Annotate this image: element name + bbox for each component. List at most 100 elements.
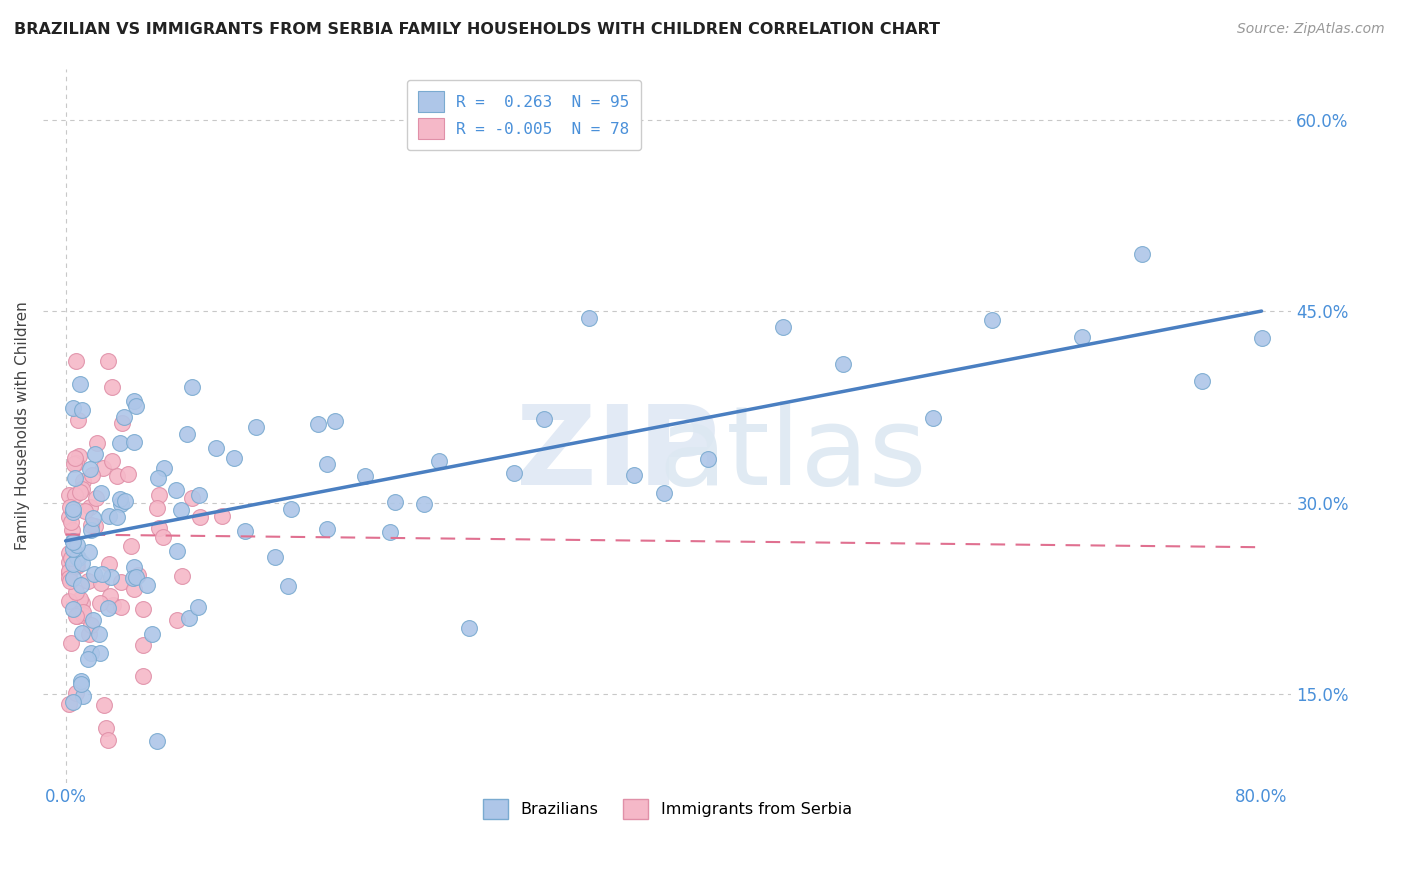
Point [458, 621, 481, 635]
Point [66, 550, 89, 565]
Point [59, 574, 82, 588]
Point [117, 467, 139, 482]
Point [72, 474, 94, 488]
Point [97, 601, 120, 615]
Point [222, 450, 245, 465]
Point [58, 594, 80, 608]
Point [135, 578, 157, 592]
Point [65, 558, 87, 573]
Point [98, 509, 121, 524]
Point [82, 613, 104, 627]
Point [84, 447, 107, 461]
Point [110, 435, 132, 450]
Point [152, 530, 174, 544]
Point [62, 541, 84, 556]
Point [62, 695, 84, 709]
Point [91, 460, 114, 475]
Point [122, 582, 145, 596]
Point [72, 608, 94, 623]
Point [146, 733, 169, 747]
Point [108, 492, 131, 507]
Point [83, 566, 105, 581]
Point [72, 689, 94, 703]
Point [97, 558, 120, 572]
Point [70, 403, 93, 417]
Point [90, 576, 112, 591]
Point [72, 626, 94, 640]
Point [503, 466, 526, 480]
Point [62, 502, 84, 516]
Point [86, 436, 108, 450]
Point [58, 555, 80, 569]
Point [79, 500, 101, 514]
Point [233, 524, 256, 539]
Point [981, 313, 1004, 327]
Point [58, 571, 80, 585]
Point [97, 733, 120, 747]
Point [72, 605, 94, 619]
Y-axis label: Family Households with Children: Family Households with Children [15, 301, 30, 550]
Point [69, 485, 91, 500]
Point [427, 454, 450, 468]
Point [1071, 330, 1094, 344]
Point [82, 467, 104, 482]
Point [105, 469, 128, 483]
Point [91, 566, 114, 581]
Point [132, 638, 155, 652]
Point [120, 539, 142, 553]
Point [772, 320, 794, 334]
Point [89, 596, 111, 610]
Point [114, 494, 136, 508]
Point [65, 585, 87, 599]
Point [62, 602, 84, 616]
Point [578, 310, 600, 325]
Point [181, 380, 204, 394]
Point [124, 570, 146, 584]
Point [60, 515, 83, 529]
Point [205, 442, 228, 456]
Point [146, 501, 169, 516]
Point [58, 566, 80, 580]
Point [111, 416, 134, 430]
Point [186, 600, 208, 615]
Point [100, 570, 122, 584]
Point [97, 353, 120, 368]
Point [62, 571, 84, 585]
Point [65, 353, 87, 368]
Point [264, 549, 287, 564]
Point [652, 486, 675, 500]
Point [124, 559, 146, 574]
Point [62, 535, 84, 549]
Point [125, 399, 148, 413]
Point [62, 401, 84, 416]
Point [1250, 331, 1272, 345]
Point [80, 618, 103, 632]
Point [60, 551, 83, 566]
Point [170, 568, 193, 582]
Point [1191, 374, 1213, 388]
Point [277, 579, 299, 593]
Point [307, 417, 329, 432]
Point [58, 488, 80, 502]
Point [79, 461, 101, 475]
Point [103, 598, 125, 612]
Point [105, 509, 128, 524]
Point [65, 457, 87, 471]
Point [80, 523, 103, 537]
Point [112, 410, 135, 425]
Point [533, 412, 555, 426]
Point [70, 677, 93, 691]
Point [69, 577, 91, 591]
Point [62, 533, 84, 548]
Point [153, 461, 176, 475]
Point [110, 574, 132, 589]
Point [65, 450, 87, 465]
Point [176, 427, 198, 442]
Point [62, 557, 84, 571]
Point [60, 636, 83, 650]
Text: ZIP: ZIP [516, 401, 718, 508]
Point [316, 522, 339, 536]
Point [141, 627, 163, 641]
Point [65, 558, 87, 573]
Point [110, 497, 132, 511]
